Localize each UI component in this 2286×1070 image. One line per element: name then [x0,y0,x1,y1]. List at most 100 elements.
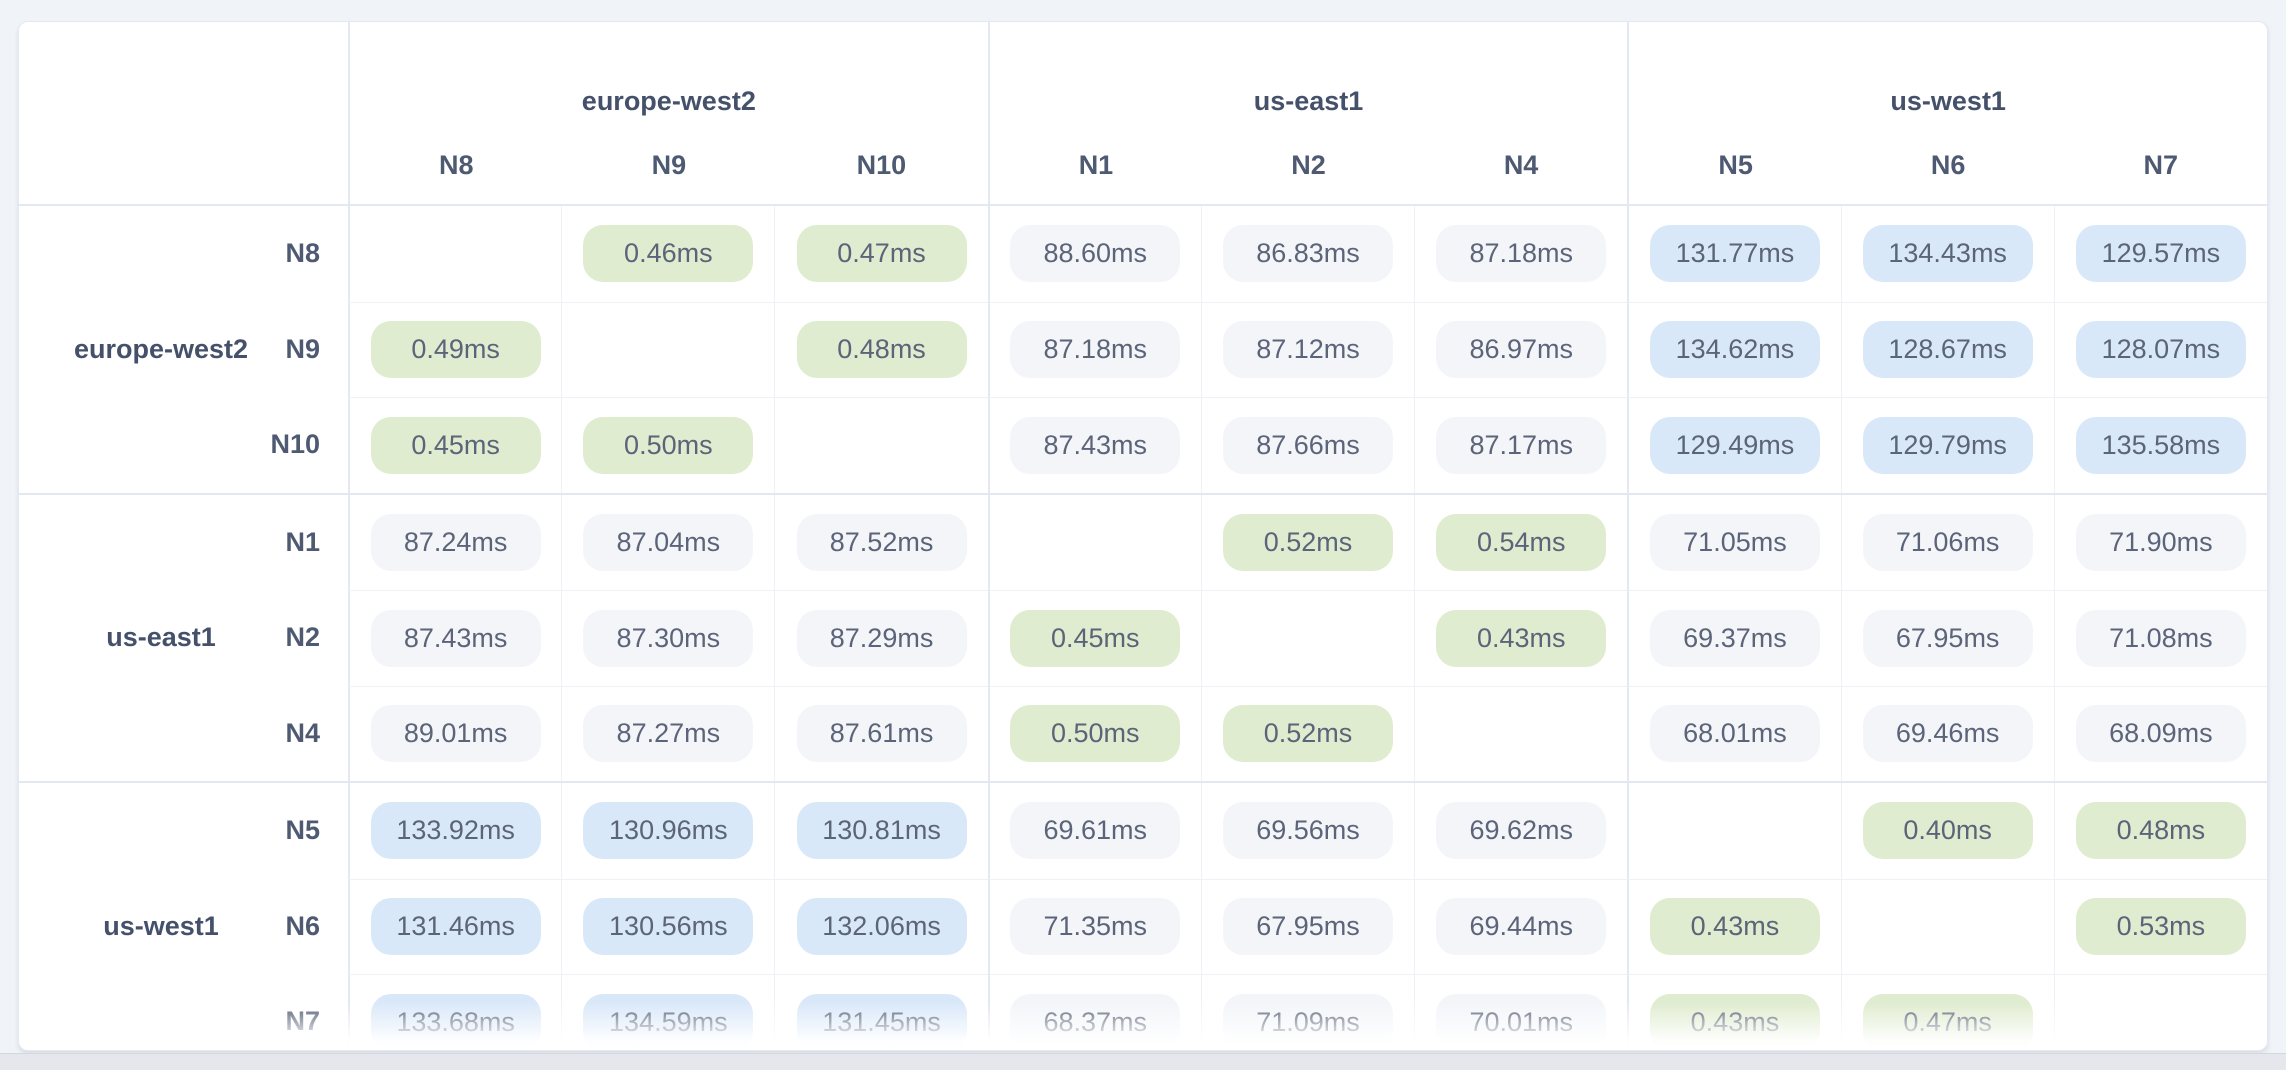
cell-N10-N5: 129.49ms [1627,397,1841,493]
col-node-labels: N1 N2 N4 [990,140,1628,204]
row-header-node: N6 [285,910,320,941]
latency-value-pill: 0.52ms [1222,705,1393,763]
latency-value-pill: 0.48ms [2075,802,2246,860]
latency-value-pill: 133.92ms [370,802,541,860]
cell-N5-N8: 133.92ms [348,783,561,879]
cell-N4-N7: 68.09ms [2053,685,2267,781]
row-header-node: N10 [270,429,320,460]
latency-value-pill: 0.40ms [1862,802,2033,860]
cell-N9-N10: 0.48ms [774,301,988,397]
cell-N6-N9: 130.56ms [561,878,775,974]
cell-N10-N7: 135.58ms [2053,397,2267,493]
latency-value-pill: 128.07ms [2075,321,2246,379]
cell-N5-N6: 0.40ms [1840,783,2054,879]
cell-N8-N4: 87.18ms [1414,206,1627,302]
row-group-labels: europe-west2 N8 N9 N10 [19,206,348,493]
cell-N10-N8: 0.45ms [348,397,562,493]
latency-value-pill: 0.43ms [1649,993,1820,1050]
cell-N7-N5: 0.43ms [1627,974,1841,1050]
col-region-label: europe-west2 [581,85,756,116]
cell-N5-N10: 130.81ms [774,783,987,879]
latency-value-pill: 131.77ms [1649,225,1820,283]
latency-value-pill: 69.44ms [1436,898,1607,956]
cell-N8-N1: 88.60ms [987,206,1201,302]
latency-value-pill: 88.60ms [1010,225,1181,283]
cell-N8-N9: 0.46ms [561,206,774,302]
col-header-node: N5 [1718,149,1753,180]
col-header-node: N7 [2143,149,2178,180]
cell-N7-N7 [2053,974,2267,1050]
col-region-label: us-east1 [1253,85,1364,116]
row-group-us-west1: us-west1 N5 N6 N7 133.92ms 130.96ms 130.81ms 69… [19,781,2267,1050]
latency-value-pill: 131.45ms [796,993,967,1050]
latency-value-pill: 129.57ms [2075,225,2246,283]
cell-N2-N8: 87.43ms [348,590,562,686]
cell-N9-N2: 87.12ms [1200,301,1415,397]
cell-N10-N9: 0.50ms [561,397,775,493]
cell-N10-N1: 87.43ms [987,397,1201,493]
latency-value-pill: 0.52ms [1222,513,1393,571]
latency-value-pill: 71.35ms [1010,898,1181,956]
matrix-corner-cell [19,22,348,204]
cell-N6-N5: 0.43ms [1627,878,1841,974]
latency-value-pill: 71.09ms [1222,993,1393,1050]
cell-N2-N9: 87.30ms [561,590,775,686]
row-header-node: N7 [285,1006,320,1037]
latency-value-pill: 134.62ms [1649,321,1820,379]
cell-N9-N7: 128.07ms [2053,301,2267,397]
latency-value-pill: 87.29ms [796,609,967,667]
cell-N1-N6: 71.06ms [1840,494,2054,590]
row-group-europe-west2: europe-west2 N8 N9 N10 0.46ms 0.47ms 88.60ms 86… [19,206,2267,493]
cell-N8-N5: 131.77ms [1627,206,1840,302]
row-region-label: us-east1 [106,622,216,653]
col-header-node: N9 [651,149,687,180]
latency-value-pill: 68.01ms [1649,705,1820,763]
row-node-labels: N8 N9 N10 [263,206,348,493]
latency-value-pill: 87.04ms [583,513,754,571]
cell-N9-N1: 87.18ms [987,301,1201,397]
cell-N6-N1: 71.35ms [987,878,1201,974]
col-region-label: us-west1 [1890,85,2006,116]
cell-N8-N2: 86.83ms [1200,206,1414,302]
cell-N9-N4: 86.97ms [1414,301,1628,397]
latency-value-pill: 0.50ms [583,416,754,474]
cell-N2-N5: 69.37ms [1627,590,1841,686]
cell-N2-N4: 0.43ms [1414,590,1628,686]
cell-N2-N1: 0.45ms [987,590,1201,686]
col-node-labels: N5 N6 N7 [1629,140,2267,204]
latency-value-pill: 87.18ms [1010,321,1181,379]
matrix-column-header: europe-west2 N8 N9 N10 us-east1 N1 N2 N4… [19,22,2267,206]
col-header-node: N2 [1291,149,1326,180]
latency-value-pill: 68.09ms [2075,705,2246,763]
latency-value-pill: 0.45ms [1010,609,1181,667]
latency-matrix-card: europe-west2 N8 N9 N10 us-east1 N1 N2 N4… [18,21,2268,1051]
col-header-node: N10 [856,149,907,180]
row-header-node: N1 [285,526,320,557]
horizontal-scrollbar-track[interactable] [0,1053,2286,1070]
latency-value-pill: 130.56ms [583,898,754,956]
latency-cells-grid: 133.92ms 130.96ms 130.81ms 69.61ms 69.56ms 69… [348,783,2267,1050]
latency-value-pill: 131.46ms [370,898,541,956]
cell-N8-N7: 129.57ms [2053,206,2267,302]
row-node-labels: N1 N2 N4 [263,495,348,782]
latency-value-pill: 130.81ms [796,802,967,860]
latency-value-pill: 89.01ms [370,705,541,763]
latency-value-pill: 87.66ms [1222,416,1393,474]
latency-value-pill: 135.58ms [2075,416,2246,474]
cell-N7-N9: 134.59ms [561,974,775,1050]
latency-value-pill: 0.43ms [1649,898,1820,956]
cell-N4-N9: 87.27ms [561,685,775,781]
latency-value-pill: 69.56ms [1222,802,1393,860]
latency-value-pill: 0.49ms [370,321,541,379]
cell-N2-N7: 71.08ms [2053,590,2267,686]
latency-value-pill: 129.49ms [1649,416,1820,474]
latency-value-pill: 70.01ms [1436,993,1607,1050]
row-header-node: N5 [285,815,320,846]
col-group-us-west1: us-west1 N5 N6 N7 [1627,22,2267,204]
latency-value-pill: 87.30ms [583,609,754,667]
cell-N9-N6: 128.67ms [1840,301,2054,397]
col-node-labels: N8 N9 N10 [350,140,988,204]
latency-value-pill: 87.52ms [796,513,967,571]
cell-N7-N4: 70.01ms [1414,974,1628,1050]
